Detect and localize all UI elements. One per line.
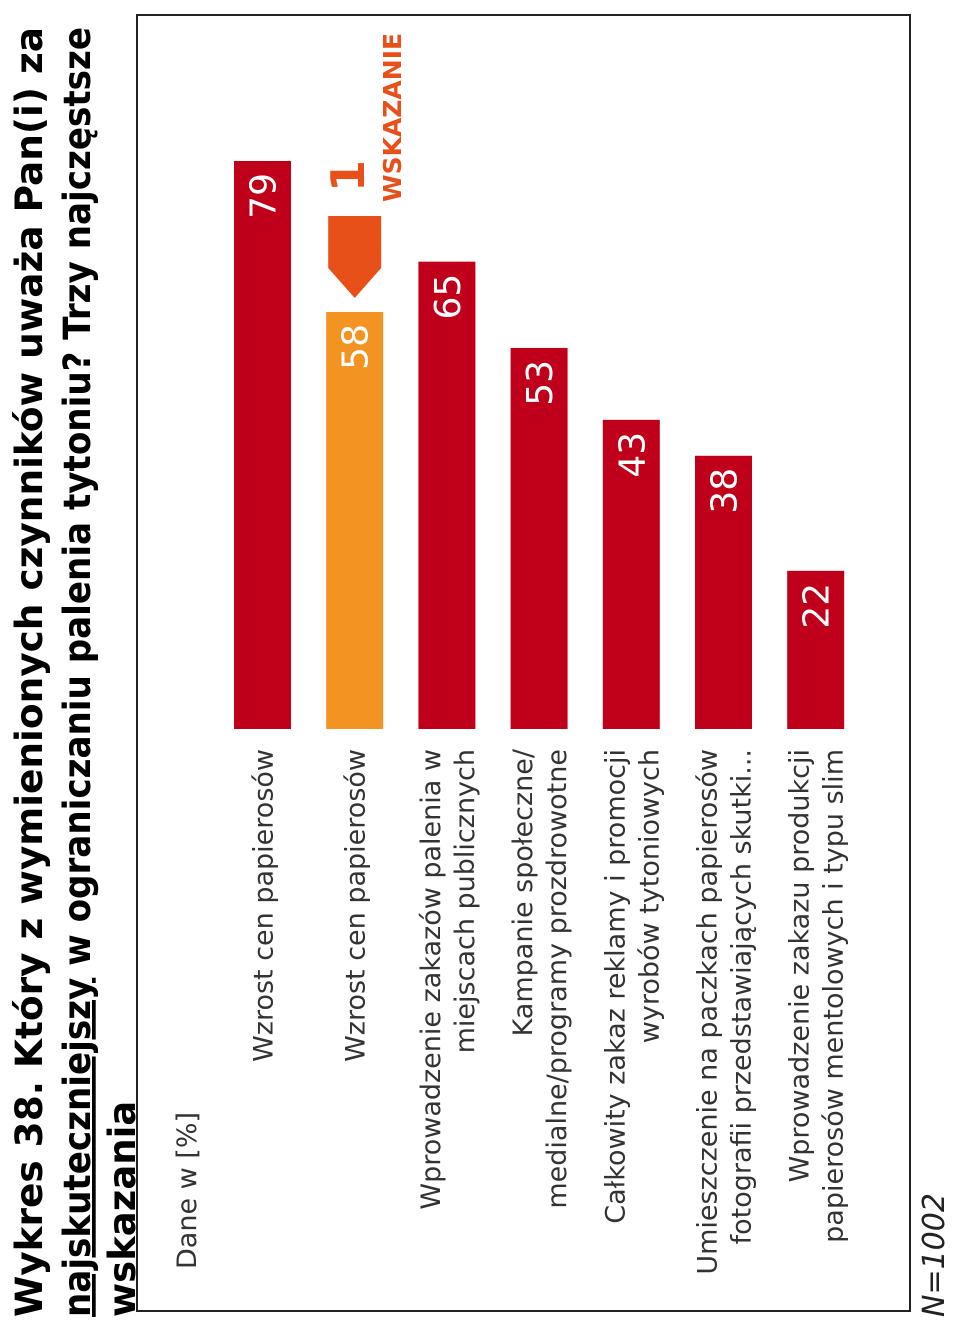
category-label-4-line-1: wyrobów tytoniowych (634, 749, 665, 1043)
bar-value-label-5: 38 (705, 468, 746, 514)
bar-value-label-1: 58 (336, 324, 377, 370)
bar-0 (234, 161, 291, 729)
bars-group: 79 58 65 53 43 38 22 (234, 161, 845, 729)
category-label-5-line-1: fotografii przedstawiających skutki... (727, 749, 758, 1244)
category-label-3-line-0: Kampanie społeczne/ (508, 748, 539, 1036)
category-label-5-line-0: Umieszczenie na paczkach papierosów (693, 749, 724, 1275)
category-labels: Wzrost cen papierosów Wzrost cen papieros… (249, 748, 850, 1275)
category-label-6-line-1: papierosów mentolowych i typu slim (819, 749, 850, 1243)
chart-title-underlined: najskuteczniejszy (56, 978, 99, 1317)
callout-number: 1 (321, 160, 375, 192)
bar-value-label-2: 65 (428, 274, 469, 320)
bar-2 (418, 261, 476, 729)
chart-title-line2: najskuteczniejszy w ograniczaniu palenia… (56, 27, 99, 1317)
category-label-0-line-0: Wzrost cen papierosów (249, 749, 280, 1062)
bar-5 (695, 455, 752, 729)
callout-marker: 1 WSKAZANIE (321, 33, 407, 298)
units-label: Dane w [%] (172, 1112, 203, 1269)
chart-title-line1: Wykres 38. Który z wymienionych czynnikó… (8, 27, 51, 1317)
callout-label: WSKAZANIE (378, 33, 407, 202)
bar-value-label-0: 79 (244, 173, 285, 219)
category-label-1-line-0: Wzrost cen papierosów (341, 749, 372, 1062)
callout-arrow-icon (328, 215, 382, 298)
bar-4 (602, 419, 660, 729)
category-label-3-line-1: medialne/programy prozdrowotne (542, 749, 573, 1209)
category-label-6-line-0: Wprowadzenie zakazu produkcji (785, 749, 816, 1182)
bar-6 (787, 570, 845, 729)
bar-3 (510, 347, 568, 729)
chart-frame (136, 14, 911, 1312)
sample-note: N=1002 (917, 1193, 952, 1317)
category-label-2-line-0: Wprowadzenie zakazów palenia w (416, 749, 447, 1210)
bar-1 (326, 311, 384, 729)
bar-value-label-6: 22 (797, 583, 838, 629)
category-label-2-line-1: miejscach publicznych (450, 749, 481, 1053)
category-label-4-line-0: Całkowity zakaz reklamy i promocji (600, 749, 631, 1224)
bar-value-label-4: 43 (612, 432, 653, 478)
bar-value-label-3: 53 (520, 360, 561, 406)
